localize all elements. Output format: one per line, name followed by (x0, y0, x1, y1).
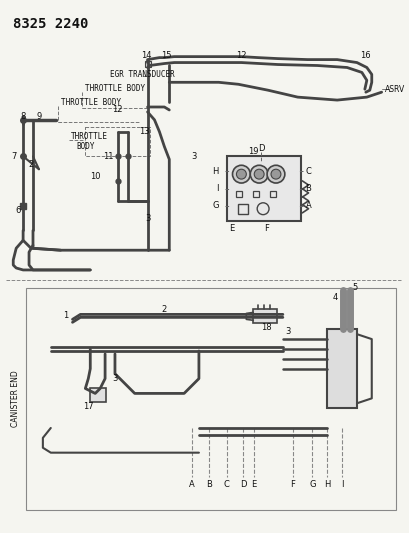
Text: BODY: BODY (76, 142, 95, 150)
Bar (144, 61, 150, 67)
Text: ASRV: ASRV (384, 85, 404, 94)
Text: D: D (257, 144, 264, 153)
Text: 2: 2 (161, 305, 166, 314)
Text: 19: 19 (247, 147, 258, 156)
Text: 16: 16 (360, 51, 370, 60)
Text: C: C (305, 167, 311, 176)
Text: 6: 6 (16, 206, 21, 215)
Text: 1: 1 (63, 311, 68, 320)
Text: 12: 12 (111, 106, 122, 115)
Text: THROTTLE BODY: THROTTLE BODY (61, 98, 121, 107)
Text: 17: 17 (83, 402, 93, 411)
Circle shape (236, 169, 246, 179)
Text: A: A (189, 480, 194, 489)
Text: THROTTLE BODY: THROTTLE BODY (85, 84, 145, 93)
Text: B: B (205, 480, 211, 489)
Text: CANISTER END: CANISTER END (11, 370, 20, 427)
Text: E: E (251, 480, 256, 489)
Text: 3: 3 (144, 214, 150, 223)
Bar (26, 288, 396, 510)
Text: 7: 7 (11, 152, 17, 161)
Text: A: A (305, 201, 311, 210)
Circle shape (249, 165, 267, 183)
Bar (236, 191, 242, 197)
Text: 9: 9 (36, 112, 41, 122)
Text: 12: 12 (236, 51, 246, 60)
Text: D: D (240, 480, 246, 489)
Text: G: G (211, 201, 218, 210)
Text: I: I (340, 480, 343, 489)
Bar (85, 127, 149, 156)
Text: 14: 14 (141, 51, 151, 60)
Bar (326, 329, 356, 408)
Bar (253, 191, 258, 197)
Text: THROTTLE: THROTTLE (70, 132, 107, 141)
Text: F: F (290, 480, 294, 489)
Circle shape (270, 169, 280, 179)
Text: C: C (223, 480, 229, 489)
Text: 3: 3 (284, 327, 290, 336)
Circle shape (232, 165, 249, 183)
Text: 10: 10 (90, 172, 100, 181)
Text: 5: 5 (351, 283, 356, 292)
Text: 2: 2 (28, 160, 34, 169)
Text: 8325 2240: 8325 2240 (13, 17, 88, 31)
Text: 3: 3 (112, 374, 117, 383)
Bar (226, 156, 300, 221)
Text: F: F (263, 224, 268, 233)
Text: 18: 18 (260, 323, 271, 332)
Text: 11: 11 (103, 152, 113, 161)
Text: H: H (324, 480, 330, 489)
Text: 15: 15 (161, 51, 171, 60)
Bar (238, 204, 248, 214)
Text: 3: 3 (191, 152, 196, 161)
Bar (253, 310, 276, 324)
Bar (90, 389, 106, 402)
Bar (270, 191, 275, 197)
Circle shape (266, 165, 284, 183)
Text: 8: 8 (20, 112, 26, 122)
Circle shape (254, 169, 263, 179)
Text: E: E (228, 224, 234, 233)
Text: I: I (216, 184, 218, 193)
Text: EGR TRANSDUCER: EGR TRANSDUCER (110, 70, 174, 79)
Text: 13: 13 (139, 127, 150, 136)
Text: H: H (212, 167, 218, 176)
Text: B: B (305, 184, 311, 193)
Text: G: G (308, 480, 315, 489)
Text: 4: 4 (332, 293, 337, 302)
